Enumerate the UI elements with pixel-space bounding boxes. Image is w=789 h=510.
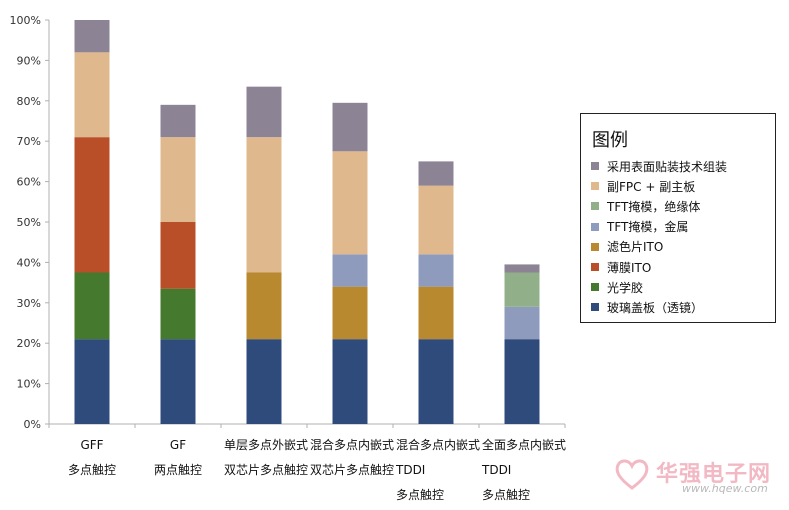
y-tick-label: 40% [17, 256, 41, 269]
bar-segment [418, 161, 454, 186]
bar-segment [160, 104, 196, 138]
watermark-url: www.hqew.com [682, 482, 768, 495]
category-label: 多点触控 [68, 463, 116, 477]
legend-label: 副FPC + 副主板 [607, 179, 696, 194]
y-tick-label: 100% [10, 14, 41, 27]
bar-segment [418, 339, 454, 424]
y-tick-label: 0% [24, 418, 41, 431]
category-label: 混合多点内嵌式 [396, 437, 480, 452]
y-tick-label: 90% [17, 54, 41, 67]
legend-item: 采用表面贴装技术组装 [591, 156, 727, 176]
bar-segment [74, 52, 110, 138]
category-label: 单层多点外嵌式 [224, 438, 308, 452]
legend-item: 薄膜ITO [591, 257, 651, 277]
bar-segment [504, 306, 540, 340]
bars-group [74, 20, 540, 424]
category-label: 混合多点内嵌式 [310, 437, 394, 452]
category-label: 双芯片多点触控 [310, 463, 394, 477]
bar-segment [74, 137, 110, 273]
category-label: GFF [80, 438, 103, 452]
bar-segment [418, 286, 454, 340]
bar-segment [418, 185, 454, 255]
legend-item: TFT掩模，绝缘体 [591, 196, 700, 216]
legend-item: 副FPC + 副主板 [591, 176, 695, 196]
legend-swatch [591, 202, 599, 211]
bar-segment [504, 339, 540, 424]
bar-segment [160, 288, 196, 340]
bar-segment [418, 254, 454, 287]
bar-segment [246, 137, 282, 273]
y-tick-label: 50% [17, 216, 41, 229]
legend-item: TFT掩模，金属 [591, 217, 688, 237]
bar-segment [246, 339, 282, 424]
bar-segment [246, 86, 282, 138]
legend-swatch [591, 222, 599, 231]
legend-label: TFT掩模，绝缘体 [607, 199, 701, 214]
legend-label: 玻璃盖板（透镜） [607, 300, 704, 315]
legend-swatch [591, 182, 599, 191]
legend-swatch [591, 263, 599, 271]
legend-swatch [591, 303, 599, 312]
legend-item: 光学胶 [591, 277, 643, 297]
bar-segment [160, 222, 196, 289]
bar-segment [332, 254, 368, 287]
legend-label: 滤色片ITO [607, 240, 664, 255]
bar-segment [74, 272, 110, 340]
watermark-logo: 华强电子网 www.hqew.com [612, 448, 782, 500]
category-label: 两点触控 [154, 463, 202, 477]
category-label: TDDI [395, 463, 425, 477]
category-label: 全面多点内嵌式 [482, 437, 566, 452]
bar-segment [160, 137, 196, 222]
bar-segment [332, 151, 368, 255]
legend-item: 玻璃盖板（透镜） [591, 297, 703, 317]
category-label: 多点触控 [396, 488, 444, 502]
y-tick-label: 30% [17, 297, 41, 310]
legend-swatch [591, 283, 599, 292]
category-label: TDDI [481, 463, 511, 477]
bar-segment [504, 264, 540, 273]
bar-segment [332, 286, 368, 340]
y-tick-label: 80% [17, 95, 41, 108]
legend-label: 采用表面贴装技术组装 [607, 159, 728, 174]
legend-item: 滤色片ITO [591, 237, 663, 257]
y-tick-label: 20% [17, 337, 41, 350]
legend: 图例 采用表面贴装技术组装 副FPC + 副主板 TFT掩模，绝缘体 TFT掩模，金属… [580, 113, 776, 323]
bar-segment [74, 20, 110, 53]
legend-label: TFT掩模，金属 [607, 220, 689, 235]
bar-segment [504, 272, 540, 307]
legend-swatch [591, 242, 599, 251]
legend-label: 薄膜ITO [607, 260, 652, 275]
x-axis-tick-marks [48, 424, 566, 428]
legend-title: 图例 [592, 130, 628, 151]
category-label: 双芯片多点触控 [224, 463, 308, 477]
bar-segment [332, 102, 368, 152]
legend-swatch [591, 162, 599, 170]
heart-logo-icon [615, 459, 649, 490]
bar-segment [160, 339, 196, 424]
watermark-text: 华强电子网 [656, 462, 772, 487]
y-tick-label: 10% [17, 378, 41, 391]
legend-label: 光学胶 [607, 280, 644, 295]
category-label: 多点触控 [482, 488, 530, 502]
bar-segment [332, 339, 368, 424]
category-label: GF [170, 438, 186, 452]
category-labels: GFF多点触控GF两点触控单层多点外嵌式双芯片多点触控混合多点内嵌式双芯片多点触… [68, 437, 566, 502]
bar-segment [74, 339, 110, 424]
y-tick-label: 70% [17, 135, 41, 148]
bar-segment [246, 272, 282, 340]
y-tick-label: 60% [17, 176, 41, 189]
y-axis-tick-labels: 0% 10% 20% 30% 40% 50% 60% 70% 80% 90% 100% [10, 14, 49, 431]
